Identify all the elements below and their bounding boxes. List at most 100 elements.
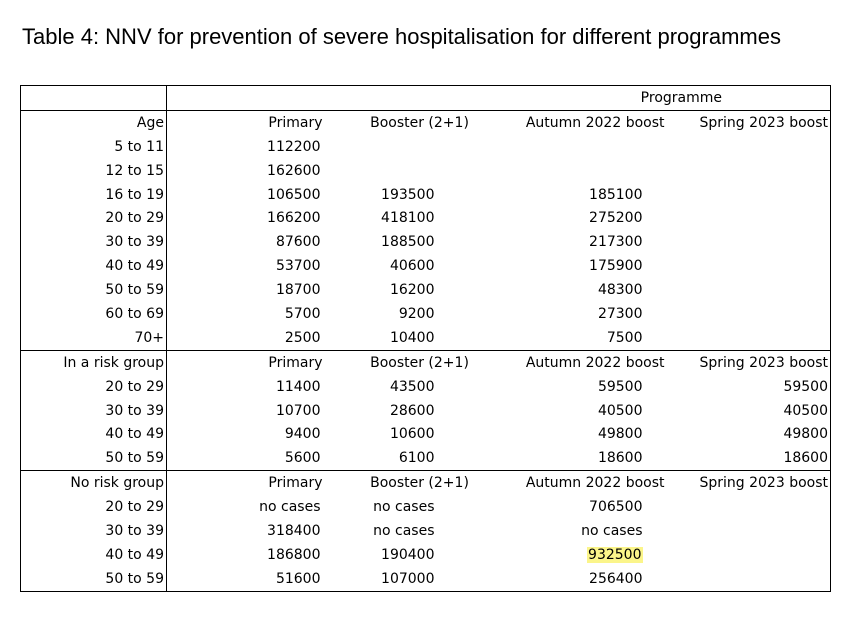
value-cell-spring-2023 (667, 183, 831, 207)
value-cell-primary: 318400 (267, 522, 321, 539)
value-cell-spring-2023 (667, 254, 831, 278)
corner-cell (20, 85, 167, 111)
value-cell-primary: 53700 (275, 258, 321, 275)
table-row: 30 to 39 87600 188500 217300 (20, 230, 831, 255)
value-cell-primary: 106500 (267, 186, 321, 203)
table-row: 50 to 59 5600 6100 18600 18600 (20, 446, 831, 471)
value-cell-spring-2023: 49800 (783, 426, 828, 443)
value-cell-spring-2023 (667, 159, 831, 183)
value-cell-booster: 40600 (389, 258, 435, 275)
value-cell-booster: 193500 (381, 186, 435, 203)
row-label-cell: 30 to 39 (20, 230, 167, 255)
value-cell-primary: 11400 (275, 378, 321, 395)
value-cell-spring-2023 (667, 206, 831, 230)
value-cell-spring-2023 (666, 566, 831, 592)
value-cell-autumn-2022 (477, 159, 667, 183)
value-cell-spring-2023 (667, 495, 831, 519)
table-row: 40 to 49 53700 40600 175900 (20, 254, 831, 279)
value-cell-booster: 6100 (398, 450, 435, 467)
value-cell-autumn-2022: 48300 (597, 282, 643, 299)
value-cell-primary: 10700 (275, 402, 321, 419)
value-cell-booster: 43500 (389, 378, 435, 395)
table-row: 40 to 49 186800 190400 932500 (20, 542, 831, 567)
value-cell-primary: 5600 (284, 450, 321, 467)
row-label-cell: 40 to 49 (20, 254, 167, 279)
value-cell-autumn-2022: no cases (581, 522, 643, 539)
value-cell-spring-2023 (667, 519, 831, 543)
value-cell-booster: 28600 (389, 402, 435, 419)
column-header-age: No risk group (20, 470, 167, 496)
value-cell-autumn-2022: 40500 (597, 402, 643, 419)
column-header-spring-2023: Spring 2023 boost (666, 349, 831, 375)
value-cell-spring-2023 (667, 135, 831, 159)
value-cell-booster: no cases (373, 499, 435, 516)
value-cell-spring-2023: 59500 (783, 378, 828, 395)
value-cell-autumn-2022: 185100 (589, 186, 643, 203)
value-cell-spring-2023: 40500 (783, 402, 828, 419)
table-caption: Table 4: NNV for prevention of severe ho… (22, 24, 781, 49)
value-cell-primary: 18700 (275, 282, 321, 299)
table-row: 50 to 59 18700 16200 48300 (20, 278, 831, 303)
column-header-booster: Booster (2+1) (324, 349, 477, 375)
value-cell-primary: 87600 (275, 234, 321, 251)
column-header-booster: Booster (2+1) (324, 109, 477, 135)
value-cell-spring-2023 (667, 302, 831, 326)
value-cell-booster: 188500 (381, 234, 435, 251)
column-header-age: Age (20, 109, 167, 135)
value-cell-booster (325, 135, 477, 159)
row-label-cell: 60 to 69 (20, 302, 167, 326)
value-cell-autumn-2022: 706500 (589, 499, 643, 516)
section-header-row: In a risk group Primary Booster (2+1) Autum… (20, 349, 831, 375)
value-cell-primary: 112200 (267, 138, 321, 155)
value-cell-primary: 166200 (267, 210, 321, 227)
value-cell-autumn-2022: 59500 (597, 378, 643, 395)
value-cell-autumn-2022: 175900 (589, 258, 643, 275)
value-cell-spring-2023 (667, 326, 831, 350)
row-label-cell: 20 to 29 (20, 495, 167, 520)
value-cell-primary: no cases (259, 499, 321, 516)
value-cell-spring-2023 (667, 230, 831, 254)
value-cell-autumn-2022: 49800 (597, 426, 643, 443)
value-cell-autumn-2022: 27300 (597, 305, 643, 322)
column-header-autumn-2022: Autumn 2022 boost (476, 349, 667, 375)
section-header-row: No risk group Primary Booster (2+1) Autumn … (20, 470, 831, 496)
column-header-age: In a risk group (20, 349, 167, 375)
table-row: 40 to 49 9400 10600 49800 49800 (20, 422, 831, 447)
value-cell-booster: 107000 (324, 566, 477, 592)
row-label-cell: 5 to 11 (20, 134, 167, 159)
column-header-primary: Primary (166, 349, 325, 375)
column-header-autumn-2022: Autumn 2022 boost (476, 470, 667, 496)
highlighted-value: 932500 (587, 546, 643, 563)
table-row: 60 to 69 5700 9200 27300 (20, 302, 831, 326)
value-cell-autumn-2022: 932500 (477, 543, 667, 567)
row-label-cell: 40 to 49 (20, 542, 167, 567)
value-cell-booster (325, 159, 477, 183)
value-cell-spring-2023: 18600 (783, 450, 828, 467)
value-cell-booster: 190400 (381, 546, 435, 563)
column-header-spring-2023: Spring 2023 boost (666, 109, 831, 135)
value-cell-autumn-2022: 7500 (606, 329, 643, 346)
value-cell-primary: 186800 (267, 546, 321, 563)
table-row: 70+ 2500 10400 7500 (20, 325, 831, 351)
value-cell-booster: 16200 (389, 282, 435, 299)
row-label-cell: 70+ (20, 325, 167, 351)
row-label-cell: 20 to 29 (20, 374, 167, 399)
column-header-booster: Booster (2+1) (324, 470, 477, 496)
column-header-primary: Primary (166, 470, 325, 496)
value-cell-autumn-2022 (477, 135, 667, 159)
value-cell-booster: no cases (373, 522, 435, 539)
row-label-cell: 50 to 59 (20, 278, 167, 303)
table-row: 12 to 15 162600 (20, 158, 831, 183)
value-cell-primary: 5700 (284, 305, 321, 322)
table-row: 20 to 29 166200 418100 275200 (20, 206, 831, 231)
value-cell-booster: 10400 (389, 329, 435, 346)
row-label-cell: 30 to 39 (20, 398, 167, 423)
row-label-cell: 50 to 59 (20, 566, 167, 592)
table-row: 50 to 59 51600 107000 256400 (20, 566, 831, 592)
value-cell-primary: 2500 (284, 329, 321, 346)
column-header-spring-2023: Spring 2023 boost (666, 470, 831, 496)
value-cell-autumn-2022: 217300 (589, 234, 643, 251)
column-header-autumn-2022: Autumn 2022 boost (476, 109, 667, 135)
value-cell-autumn-2022: 18600 (597, 450, 643, 467)
row-label-cell: 50 to 59 (20, 446, 167, 471)
